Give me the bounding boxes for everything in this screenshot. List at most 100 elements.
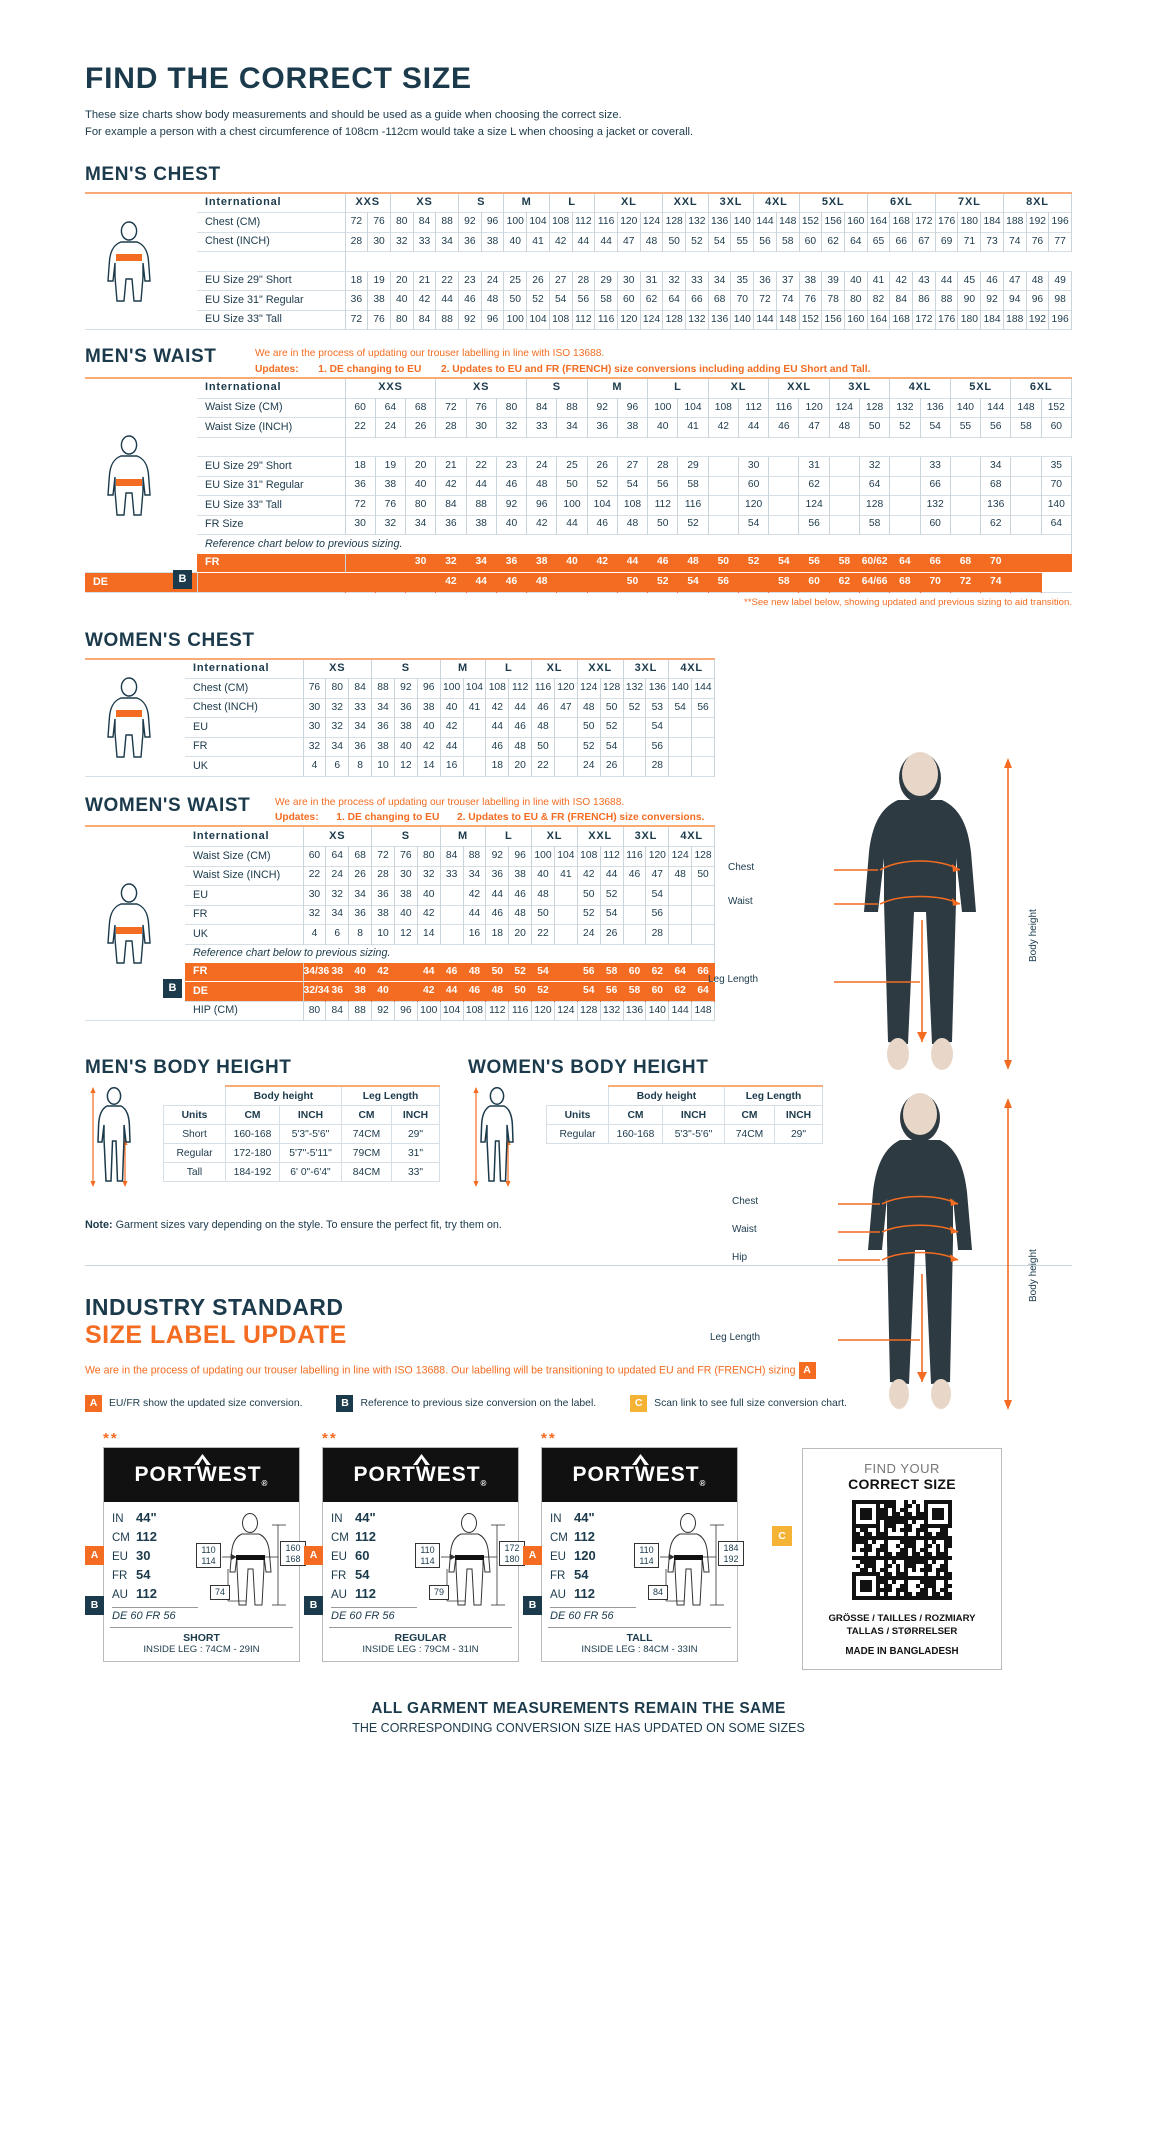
- section-title-womens-chest: WOMEN'S CHEST: [85, 629, 255, 651]
- industry-title-2: SIZE LABEL UPDATE: [85, 1321, 347, 1350]
- cell: [623, 737, 647, 757]
- cell: 92: [458, 310, 482, 330]
- cell: 132: [685, 310, 709, 330]
- update-2-womens: 2. Updates to EU & FR (FRENCH) size conv…: [456, 812, 705, 824]
- size-header-4xl: 4XL: [889, 377, 951, 399]
- cell: 28: [572, 271, 596, 291]
- cell: 40: [417, 885, 441, 906]
- table-row: EU Size 29" Short 18 19 20 21 22 23 24 25 26 27 28 2…: [85, 271, 1072, 291]
- cell: 82: [867, 290, 891, 311]
- cell: 44: [508, 698, 533, 718]
- cell: 16: [440, 756, 464, 777]
- cell: 40: [440, 698, 464, 718]
- cell: 30: [345, 515, 376, 535]
- cell: 20: [390, 271, 414, 291]
- table-row: Waist Size (CM) 60 64 68 72 76 80 84 88 92 96 100 10…: [85, 846, 715, 867]
- cell: 112: [508, 678, 533, 699]
- cell: 77: [1048, 232, 1072, 252]
- cell: 192: [1026, 310, 1050, 330]
- cell: 44: [485, 717, 510, 738]
- cell: 124: [798, 495, 830, 516]
- bh-empty-corner: [164, 1086, 226, 1106]
- cell: 66: [920, 476, 951, 496]
- cell: 12: [394, 924, 418, 944]
- cell: 46: [768, 417, 800, 438]
- cell: 96: [394, 1001, 418, 1021]
- cell: 50: [531, 905, 555, 925]
- update-1-womens: 1. DE changing to EU: [336, 812, 440, 824]
- mens-waist-table-wrap: International XXS XS S M L XL XXL 3XL 4XL 5XL 6XL Wa…: [85, 377, 1073, 593]
- cell: 48: [677, 553, 709, 574]
- cell: 128: [662, 212, 687, 233]
- cell: 42: [526, 515, 558, 535]
- cell: 50: [691, 866, 715, 886]
- cell: 65: [867, 232, 891, 252]
- mens-waist-table: International XXS XS S M L XL XXL 3XL 4XL 5XL 6XL Wa…: [85, 377, 1073, 593]
- row-label: DE: [85, 572, 198, 593]
- cell: 46: [587, 515, 618, 535]
- size-header-7xl: 7XL: [935, 192, 1004, 213]
- cell: 136: [623, 1001, 647, 1021]
- cell: [889, 476, 921, 496]
- cell: 19: [375, 456, 407, 477]
- cell: 74: [1003, 232, 1027, 252]
- qr-code-icon[interactable]: [852, 1500, 952, 1601]
- cell: [738, 572, 770, 593]
- cell: 38: [371, 905, 395, 925]
- womens-body-height-table: Body height Leg Length Units CM INCH CM INCH Re…: [546, 1085, 823, 1145]
- cell: 64: [859, 476, 891, 496]
- label-spec-row: CM 112: [550, 1528, 636, 1547]
- cell: 30: [303, 698, 327, 718]
- label-previous-size: DE 60 FR 56: [550, 1606, 636, 1622]
- cell: [668, 737, 693, 757]
- label-card-col: ** PORTWEST® IN 44" CM 112 EU 30 FR 54 AU 112 DE 60 …: [85, 1430, 306, 1670]
- cell: 38: [394, 885, 418, 906]
- cell: 62: [640, 290, 664, 311]
- cell: 124: [577, 678, 601, 699]
- cell: 34: [371, 698, 395, 718]
- cell: 96: [508, 846, 533, 867]
- cell: 64: [691, 981, 715, 1002]
- footer-line-1: ALL GARMENT MEASUREMENTS REMAIN THE SAME: [371, 1700, 786, 1718]
- cell: [708, 515, 739, 535]
- cell: [1010, 515, 1042, 535]
- cell: 52: [647, 572, 679, 593]
- cell: 144: [980, 398, 1012, 418]
- cell: 88: [348, 1001, 373, 1021]
- label-spec-row: EU 120: [550, 1547, 636, 1566]
- row-label: FR: [197, 553, 346, 574]
- industry-desc-text: We are in the process of updating our tr…: [85, 1364, 796, 1377]
- table-row: UK 4 6 8 10 12 14 16 18 20 22 24 26 28: [85, 924, 715, 944]
- spec-value: 112: [355, 1585, 376, 1601]
- male-figure-icon: [834, 752, 1012, 1070]
- cell: [768, 515, 800, 535]
- height-range-box: 184 192: [718, 1541, 744, 1567]
- spec-key: AU: [550, 1588, 566, 1601]
- stars-marker: **: [322, 1430, 338, 1448]
- portwest-brand-bar: PORTWEST®: [542, 1448, 737, 1503]
- cell: [440, 885, 464, 906]
- cell: [691, 924, 715, 944]
- cell: 108: [485, 678, 510, 699]
- cell: 88: [435, 212, 460, 233]
- cell: 124: [829, 398, 861, 418]
- cell: 38: [481, 232, 505, 252]
- cell: 116: [531, 678, 555, 699]
- cell: [768, 476, 800, 496]
- cell: 26: [405, 417, 437, 438]
- cell: 40: [531, 866, 555, 886]
- cell: 46: [485, 737, 510, 757]
- cell: 54: [600, 905, 624, 925]
- cell: 32: [375, 515, 407, 535]
- spacer-row: [85, 251, 1072, 272]
- leg-length-box: 74: [210, 1585, 230, 1600]
- cell: [829, 476, 861, 496]
- size-header-s: S: [371, 658, 441, 679]
- chest-range-box: 110 114: [196, 1543, 221, 1569]
- height-range-box: 160 168: [280, 1541, 306, 1567]
- badge-c-card[interactable]: C: [772, 1526, 792, 1547]
- spec-key: IN: [112, 1513, 124, 1526]
- size-header-3xl: 3XL: [829, 377, 891, 399]
- cell: 20: [405, 456, 437, 477]
- row-label: FR: [185, 905, 304, 925]
